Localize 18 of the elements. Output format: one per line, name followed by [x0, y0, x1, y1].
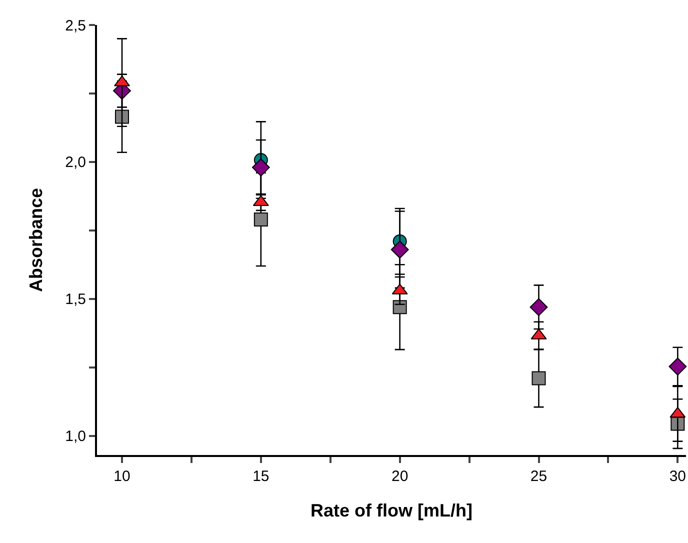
y-tick-label: 2,0 — [65, 154, 86, 172]
y-axis-title: Absorbance — [26, 188, 46, 292]
x-tick-label: 10 — [114, 468, 130, 485]
x-tick-label: 20 — [391, 468, 408, 485]
y-tick-label: 2,5 — [65, 17, 86, 34]
point — [668, 358, 687, 376]
x-tick-label: 15 — [252, 468, 270, 485]
x-axis-title: Rate of flow [mL/h] — [310, 500, 472, 521]
point — [390, 240, 409, 259]
point — [530, 298, 548, 316]
x-tick-label: 30 — [669, 468, 686, 485]
y-tick-label: 1,0 — [65, 428, 86, 446]
point — [254, 212, 268, 226]
point — [115, 110, 129, 124]
point — [252, 158, 270, 176]
x-tick-label: 25 — [530, 468, 548, 485]
point — [532, 371, 546, 386]
y-tick-label: 1,5 — [65, 291, 86, 308]
